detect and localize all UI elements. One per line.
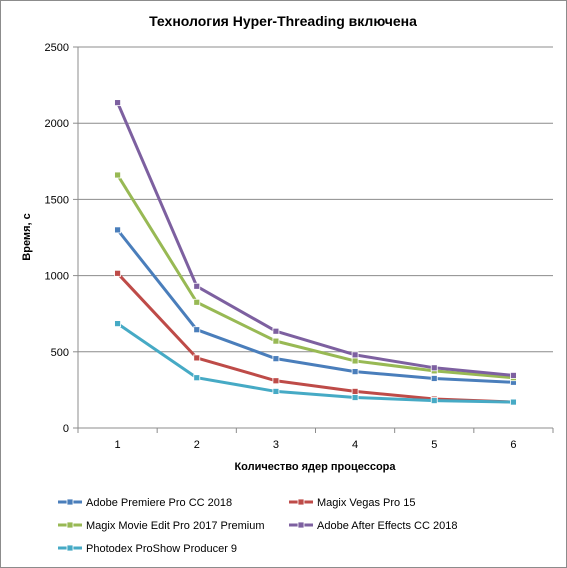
- data-point: [193, 282, 201, 290]
- chart-title: Технология Hyper-Threading включена: [149, 13, 417, 29]
- x-axis-label: Количество ядер процессора: [234, 461, 396, 473]
- data-point: [272, 355, 280, 363]
- legend-swatch-marker: [66, 521, 74, 529]
- x-tick-label: 6: [510, 439, 516, 451]
- data-point: [272, 327, 280, 335]
- data-point: [510, 398, 517, 406]
- data-point: [114, 99, 121, 107]
- series-5: [114, 320, 517, 406]
- legend-label: Adobe Premiere Pro CC 2018: [86, 497, 232, 509]
- data-point: [193, 326, 201, 334]
- y-tick-labels: 0 500 1000 1500 2000 2500: [45, 42, 69, 435]
- series-4: [114, 99, 517, 379]
- y-tick-label: 1500: [45, 194, 69, 206]
- x-tick-label: 2: [194, 439, 200, 451]
- data-point: [272, 377, 280, 385]
- data-point: [272, 388, 280, 395]
- series-1: [114, 226, 517, 386]
- series-line: [116, 322, 515, 404]
- data-point: [510, 372, 517, 379]
- series-line: [116, 173, 515, 380]
- data-point: [351, 388, 359, 395]
- legend-swatch-marker: [66, 498, 74, 506]
- data-point: [114, 226, 121, 234]
- data-point: [351, 351, 359, 359]
- data-point: [430, 364, 438, 372]
- y-tick-label: 2500: [45, 42, 69, 54]
- data-point: [114, 269, 121, 277]
- axes: [73, 46, 554, 433]
- x-tick-label: 5: [431, 439, 437, 451]
- y-tick-label: 0: [63, 423, 69, 435]
- data-point: [193, 298, 201, 306]
- data-point: [114, 320, 121, 328]
- x-tick-label: 3: [273, 439, 279, 451]
- legend-item: Adobe After Effects CC 2018: [289, 520, 457, 532]
- series-line: [116, 101, 515, 377]
- data-point: [351, 368, 359, 376]
- x-tick-labels: 1 2 3 4 5 6: [115, 439, 517, 451]
- legend-item: Photodex ProShow Producer 9: [58, 543, 237, 555]
- y-tick-label: 1000: [45, 271, 69, 283]
- series-line: [116, 271, 515, 404]
- data-point: [193, 374, 201, 382]
- legend-swatch-marker: [66, 544, 74, 552]
- legend-item: Magix Movie Edit Pro 2017 Premium: [58, 520, 265, 532]
- y-axis-label: Время, с: [21, 213, 33, 260]
- legend-label: Magix Vegas Pro 15: [317, 497, 415, 509]
- series-2: [114, 269, 517, 406]
- x-tick-label: 1: [115, 439, 121, 451]
- data-point: [430, 375, 438, 382]
- data-point: [430, 397, 438, 404]
- legend-label: Photodex ProShow Producer 9: [86, 543, 237, 555]
- legend-label: Adobe After Effects CC 2018: [317, 520, 457, 532]
- data-point: [272, 337, 280, 345]
- data-point: [114, 171, 121, 179]
- legend-swatch-marker: [297, 498, 305, 506]
- series-3: [114, 171, 517, 382]
- series-lines: [114, 99, 517, 406]
- data-point: [351, 357, 359, 365]
- data-point: [351, 394, 359, 401]
- data-point: [193, 354, 201, 362]
- series-line: [116, 228, 515, 384]
- y-tick-label: 500: [51, 347, 69, 359]
- legend: Adobe Premiere Pro CC 2018 Magix Vegas Pr…: [58, 497, 457, 555]
- legend-swatch-marker: [297, 521, 305, 529]
- y-tick-label: 2000: [45, 118, 69, 130]
- legend-label: Magix Movie Edit Pro 2017 Premium: [86, 520, 265, 532]
- x-tick-label: 4: [352, 439, 358, 451]
- legend-item: Adobe Premiere Pro CC 2018: [58, 497, 232, 509]
- legend-item: Magix Vegas Pro 15: [289, 497, 415, 509]
